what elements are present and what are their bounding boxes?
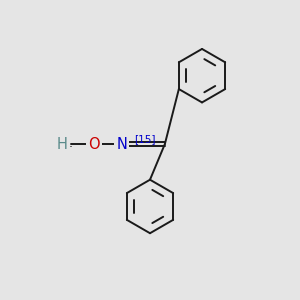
Text: O: O: [88, 136, 99, 152]
Text: H: H: [57, 136, 68, 152]
Text: ·: ·: [69, 141, 73, 154]
Text: [15]: [15]: [134, 134, 156, 144]
Text: N: N: [116, 136, 127, 152]
